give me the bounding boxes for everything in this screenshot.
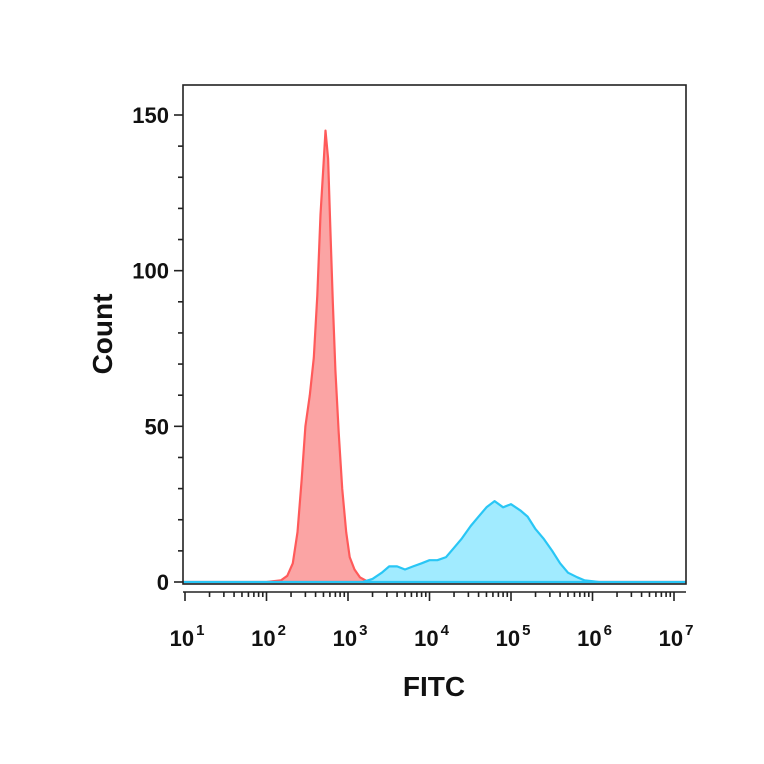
x-tick-label: 10 4: [414, 622, 449, 651]
x-axis: 10 1 10 2 10 3 10 4 10 5 10 6 10 7: [170, 591, 694, 651]
histogram-series-2: [183, 500, 686, 584]
y-axis: 0 50 100 150: [132, 103, 183, 595]
x-tick-label: 10 5: [496, 622, 531, 651]
x-tick-label: 10 3: [333, 622, 368, 651]
plot-area: [183, 129, 686, 584]
x-tick-label: 10 6: [577, 622, 612, 651]
y-axis-title: Count: [87, 294, 118, 375]
x-tick-label: 10 2: [251, 622, 286, 651]
plot-frame: [182, 84, 687, 585]
y-tick-label: 50: [145, 414, 169, 439]
x-tick-label: 10 1: [170, 622, 205, 651]
x-tick-label: 10 7: [659, 622, 694, 651]
x-axis-title: FITC: [403, 671, 465, 702]
y-tick-label: 0: [157, 570, 169, 595]
y-tick-label: 150: [132, 103, 169, 128]
histogram-series-1: [183, 129, 686, 584]
y-tick-label: 100: [132, 259, 169, 284]
